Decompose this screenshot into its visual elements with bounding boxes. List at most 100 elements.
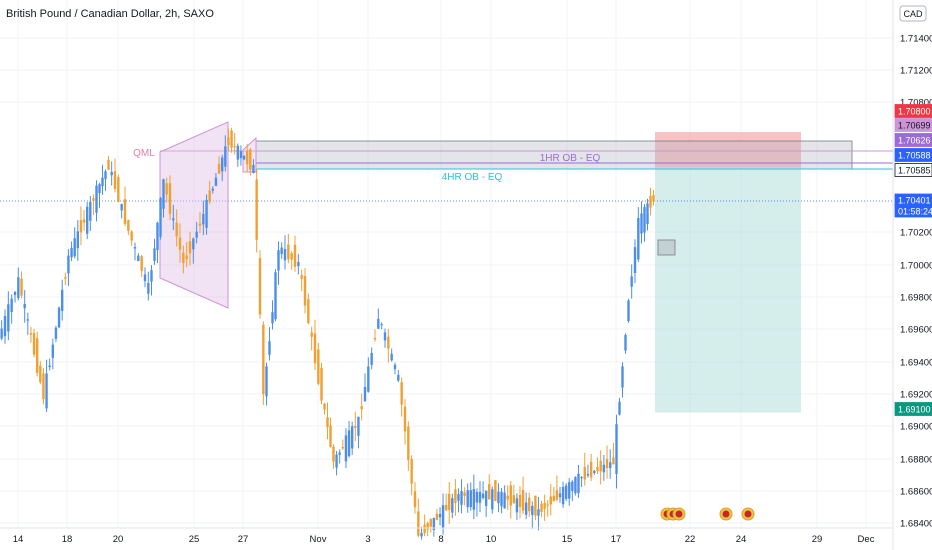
chart-title: British Pound / Canadian Dollar, 2h, SAX… <box>6 8 214 20</box>
candle-body <box>583 466 586 480</box>
candle-body <box>198 223 202 226</box>
candle-body <box>20 278 23 296</box>
candle-body <box>326 417 329 428</box>
candle-body <box>338 452 341 455</box>
currency-label: CAD <box>903 9 923 19</box>
candle-body <box>380 324 383 326</box>
price-tag <box>894 204 932 218</box>
candle-body <box>596 466 599 472</box>
candle-body <box>444 504 448 511</box>
candle-body <box>67 255 70 274</box>
candle-body <box>524 502 528 515</box>
time-tick-label: Nov <box>310 534 327 545</box>
candle-body <box>400 382 403 405</box>
candle-body <box>205 199 208 228</box>
candle-body <box>57 307 61 328</box>
candle-body <box>633 247 637 274</box>
annotations: QML 1HR OB - EQ 4HR OB - EQ <box>133 148 755 521</box>
price-tick-label: 1.68600 <box>900 487 932 498</box>
candle-body <box>310 332 313 337</box>
candle-body <box>165 183 168 195</box>
candle-body <box>363 386 367 402</box>
candle-body <box>150 270 153 282</box>
candle-body <box>370 353 373 365</box>
price-series <box>0 127 655 540</box>
time-tick-label: 17 <box>611 534 622 545</box>
candle-body <box>451 498 454 513</box>
candle-body <box>117 177 120 202</box>
candle-body <box>85 206 89 234</box>
candle-body <box>147 282 150 294</box>
price-tick-label: 1.70000 <box>900 261 932 272</box>
candle-body <box>79 220 83 233</box>
candle-body <box>341 446 345 449</box>
candle-body <box>580 477 583 479</box>
candle-body <box>101 177 104 187</box>
candle-body <box>637 217 640 260</box>
price-tick-label: 1.70200 <box>900 228 932 239</box>
candle-body <box>472 489 476 510</box>
price-tag-label: 1.70626 <box>898 136 931 146</box>
candle-body <box>646 203 649 225</box>
candle-body <box>214 177 218 186</box>
candle-body <box>350 426 354 449</box>
candle-body <box>403 406 407 432</box>
candle-body <box>605 459 609 468</box>
time-tick-label: 27 <box>238 534 249 545</box>
candle-body <box>469 490 472 508</box>
risk-zone <box>655 132 801 168</box>
candle-body <box>335 454 338 468</box>
price-tag <box>894 402 932 416</box>
candle-body <box>413 491 417 508</box>
time-tick-label: 8 <box>438 534 443 545</box>
time-tick-label: 24 <box>736 534 747 545</box>
candle-body <box>245 150 249 165</box>
candle-body <box>7 304 10 332</box>
candle-body <box>643 206 646 233</box>
candle-body <box>23 304 26 309</box>
candle-body <box>410 458 413 484</box>
candle-body <box>466 490 469 508</box>
candle-body <box>45 373 48 409</box>
candle-body <box>32 333 36 355</box>
candle-body <box>537 509 540 516</box>
candle-body <box>195 231 198 238</box>
candle-body <box>120 204 123 211</box>
candle-body <box>26 319 30 321</box>
candle-body <box>60 289 64 311</box>
candle-body <box>599 460 602 472</box>
candle-body <box>130 231 133 241</box>
candle-body <box>543 502 546 509</box>
candle-body <box>528 497 531 512</box>
candle-body <box>357 416 360 436</box>
price-tag <box>894 133 932 147</box>
price-tag-label: 1.70800 <box>898 107 931 117</box>
candle-body <box>110 171 113 176</box>
candle-body <box>478 491 482 503</box>
time-tick-label: 25 <box>189 534 200 545</box>
event-flag-icon-inner <box>722 510 730 518</box>
candle-body <box>107 159 110 170</box>
candle-body <box>549 496 552 505</box>
candle-body <box>367 366 370 392</box>
candle-body <box>387 336 390 349</box>
candle-body <box>555 490 559 500</box>
candle-body <box>233 146 236 148</box>
candle-body <box>175 222 178 237</box>
price-tag <box>894 104 932 118</box>
candle-body <box>98 184 101 194</box>
candle-body <box>432 517 436 530</box>
candle-body <box>546 504 549 506</box>
candle-body <box>640 213 643 234</box>
candle-body <box>208 190 211 202</box>
price-tag <box>894 163 932 177</box>
candle-body <box>35 338 39 373</box>
candle-body <box>217 163 221 174</box>
candle-body <box>262 324 265 395</box>
candle-body <box>332 446 335 462</box>
candle-body <box>317 349 320 384</box>
candle-body <box>290 253 293 260</box>
candle-body <box>258 258 262 315</box>
